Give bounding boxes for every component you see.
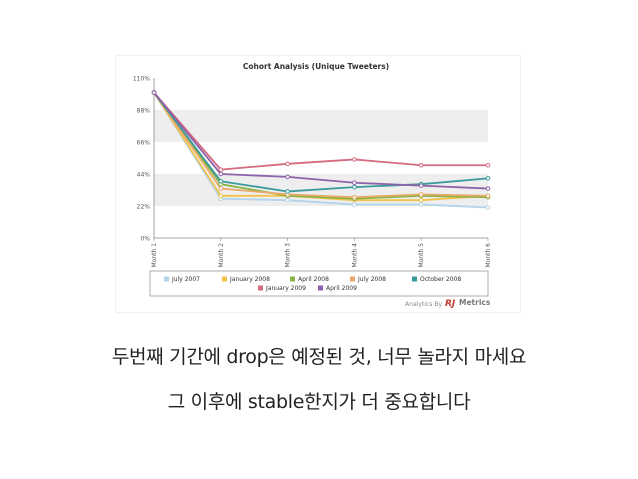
data-point (418, 197, 424, 203)
legend-label: April 2008 (298, 276, 329, 283)
data-point (352, 180, 357, 186)
legend-label: October 2008 (420, 276, 461, 283)
grid-band (154, 110, 488, 142)
data-point (485, 176, 491, 181)
analytics-footer: Analytics By RJ Metrics (405, 298, 491, 309)
legend-label: January 2008 (229, 276, 270, 283)
series-line (153, 91, 489, 190)
data-point (151, 90, 157, 95)
cohort-line-chart: Cohort Analysis (Unique Tweeters) 110% 88… (116, 56, 520, 312)
data-point (285, 161, 290, 167)
metrics-logo-text: Metrics (459, 298, 491, 307)
y-tick-label: 66% (137, 140, 151, 147)
legend-swatch (258, 285, 263, 291)
series-line (153, 92, 489, 200)
legend-swatch (318, 285, 323, 291)
x-tick-label: Month 4 (351, 243, 358, 268)
x-tick-label: Month 5 (418, 243, 425, 268)
x-tick-label: Month 1 (151, 243, 158, 268)
data-point (218, 167, 224, 172)
y-tick-label: 44% (137, 172, 151, 179)
data-point (218, 171, 224, 177)
data-point (485, 186, 491, 191)
y-tick-label: 22% (137, 204, 151, 211)
series-line (153, 92, 489, 193)
data-point (352, 202, 357, 207)
data-point (418, 202, 424, 207)
data-point (285, 189, 290, 194)
x-tick-label: Month 6 (485, 243, 492, 268)
caption-line-2: 그 이후에 stable한지가 더 중요합니다 (167, 391, 471, 413)
data-point (352, 157, 357, 162)
data-point (218, 178, 224, 184)
data-point (218, 193, 224, 199)
data-point (485, 162, 491, 168)
y-tick-label: 88% (137, 108, 151, 115)
data-point (418, 162, 424, 168)
data-point (285, 174, 290, 180)
series-line (153, 92, 489, 199)
caption-line-1: 두번째 기간에 drop은 예정된 것, 너무 놀라지 마세요 (111, 346, 527, 368)
legend-swatch (164, 276, 169, 282)
data-point (352, 184, 357, 190)
analytics-by-text: Analytics By (405, 301, 442, 308)
data-point (285, 197, 290, 203)
x-tick-label: Month 2 (218, 243, 225, 268)
data-point (485, 193, 491, 199)
data-point (352, 194, 357, 200)
chart-title: Cohort Analysis (Unique Tweeters) (243, 62, 389, 71)
legend-label: April 2009 (326, 285, 357, 292)
legend-swatch (412, 276, 417, 282)
data-point (218, 186, 224, 191)
data-point (485, 205, 491, 210)
y-tick-label: 110% (133, 76, 150, 83)
x-tick-label: Month 3 (285, 243, 292, 268)
data-point (418, 183, 424, 188)
legend-swatch (290, 276, 295, 282)
series-line (153, 91, 488, 171)
legend-swatch (350, 276, 355, 282)
series-line (153, 92, 489, 209)
legend-swatch (222, 276, 227, 282)
legend-label: July 2007 (171, 276, 200, 283)
rj-logo-text: RJ (445, 299, 456, 309)
data-point (418, 192, 424, 197)
legend-box (149, 270, 489, 297)
legend-label: July 2008 (357, 276, 386, 283)
y-tick-label: 0% (140, 236, 150, 243)
chart-panel: Cohort Analysis (Unique Tweeters) 110% 88… (116, 56, 520, 312)
legend-label: January 2009 (265, 285, 306, 292)
